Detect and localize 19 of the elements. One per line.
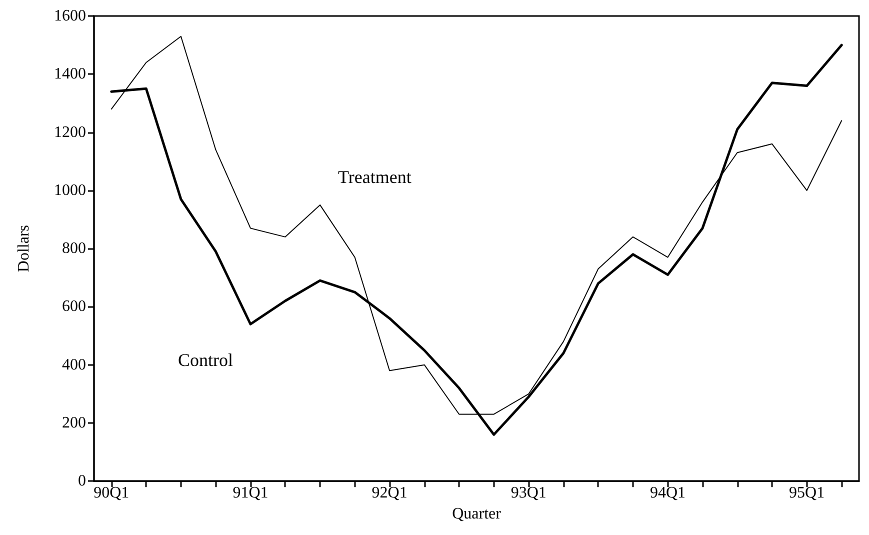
y-tick-label: 200 (62, 414, 86, 432)
y-tick-label: 1000 (54, 182, 86, 199)
x-tick-label: 93Q1 (510, 484, 546, 502)
series-label: Control (178, 350, 234, 370)
series-label: Treatment (338, 167, 412, 187)
y-tick-label: 0 (78, 472, 86, 490)
y-tick-label: 800 (62, 240, 86, 258)
x-tick-label: 94Q1 (650, 484, 686, 502)
x-tick-label: 90Q1 (94, 484, 130, 502)
y-tick-label: 400 (62, 356, 86, 374)
x-tick-label: 92Q1 (372, 484, 408, 502)
x-tick-label: 91Q1 (232, 484, 268, 502)
x-tick-label: 95Q1 (789, 484, 825, 502)
y-tick-label: 1200 (54, 124, 86, 141)
y-tick-label: 600 (62, 298, 86, 316)
x-axis-title: Quarter (452, 506, 502, 522)
y-axis-title: Dollars (16, 224, 32, 272)
y-tick-label: 1600 (54, 8, 86, 24)
y-tick-label: 1400 (54, 66, 86, 83)
